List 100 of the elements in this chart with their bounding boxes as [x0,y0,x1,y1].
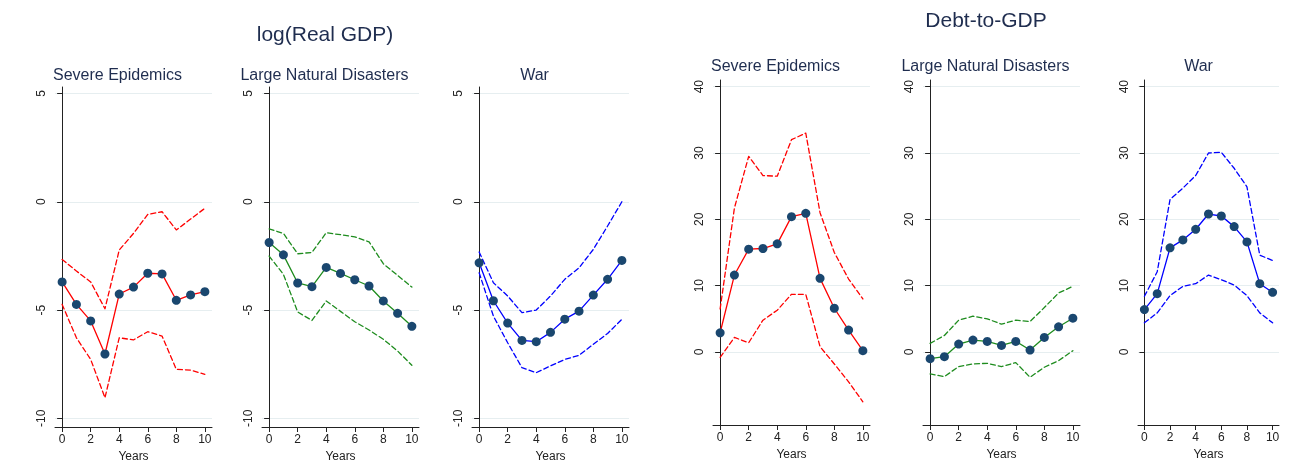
y-tick-label: 0 [692,348,706,356]
x-tick-label: 0 [716,430,724,444]
point [1068,313,1078,323]
point [1025,345,1035,355]
x-tick-label: 2 [87,432,95,446]
point [336,268,345,278]
point [278,250,288,260]
point [71,299,81,309]
point [264,237,274,247]
point [1268,287,1278,297]
line-series [719,293,864,403]
point [617,255,627,265]
line-series [478,272,623,374]
chart-title: Severe Epidemics [711,56,840,74]
x-tick-label: 6 [351,432,359,446]
point [393,308,403,318]
chart-title: Large Natural Disasters [901,56,1070,74]
y-tick-label: 10 [1117,278,1131,293]
point [546,327,555,337]
y-tick-label: 20 [1117,212,1131,227]
point [997,340,1006,350]
y-tick-label: 5 [241,89,255,97]
point [171,295,181,305]
point [1178,235,1188,245]
point [307,282,317,292]
point [407,321,417,331]
chart-title: Severe Epidemics [53,65,182,83]
line-series [268,228,413,288]
point [560,314,570,324]
x-tick-label: 0 [265,432,273,446]
line-series [61,207,206,310]
x-tick-label: 8 [1040,430,1048,444]
x-tick-label: 10 [1265,430,1280,444]
x-tick-label: 8 [830,430,838,444]
point [574,306,584,316]
x-tick-label: 10 [198,432,212,446]
line-series [1143,151,1274,297]
x-tick-label: 8 [1243,430,1251,444]
x-tick-label: 6 [1012,430,1020,444]
point [787,212,796,222]
y-tick-label: 10 [902,278,916,293]
point [982,336,992,346]
x-tick-label: 0 [58,432,66,446]
x-tick-label: 2 [745,430,753,444]
point [858,346,868,356]
x-tick-label: 4 [322,432,330,446]
point [744,244,754,254]
x-tick-label: 0 [926,430,934,444]
y-tick-label: 30 [1117,145,1131,160]
point [801,208,811,218]
point [1165,243,1175,253]
y-tick-label: 20 [692,212,706,227]
point [1191,224,1201,234]
line-series [478,201,623,314]
line-series [1143,274,1274,324]
point [829,303,839,313]
point [968,335,978,345]
point [1216,211,1226,221]
point [186,290,196,300]
point [157,269,167,279]
x-tick-label: 6 [1217,430,1225,444]
point [588,290,598,300]
chart-title: War [520,65,550,83]
x-tick-label: 0 [475,432,483,446]
point [100,349,110,359]
x-axis-title: Years [118,448,149,463]
x-tick-label: 2 [294,432,302,446]
point [939,352,949,362]
y-tick-label: 0 [34,198,48,206]
line-series [719,132,864,310]
x-tick-label: 2 [955,430,963,444]
point [488,296,498,306]
y-tick-label: 0 [241,198,255,206]
line-series [268,255,413,366]
x-tick-label: 4 [773,430,781,444]
point [715,328,725,338]
point [364,281,374,291]
x-tick-label: 10 [1066,430,1080,444]
point [1229,222,1239,232]
x-axis-title: Years [1193,446,1224,461]
point [844,325,854,335]
x-tick-label: 6 [802,430,810,444]
text: log(Real GDP) [255,22,395,46]
y-tick-label: 30 [902,145,916,160]
y-tick-label: 0 [1117,348,1131,356]
point [1054,322,1064,332]
x-axis-title: Years [776,446,807,461]
point [1255,279,1265,289]
x-tick-label: 10 [615,432,629,446]
point [758,244,768,254]
point [474,258,484,268]
point [293,278,303,288]
y-tick-label: 5 [451,89,465,97]
x-tick-label: 4 [532,432,540,446]
point [129,282,138,292]
line-series [929,350,1074,378]
point [378,296,388,306]
y-tick-label: 40 [902,79,916,94]
point [1204,209,1213,219]
line-series [61,303,206,399]
